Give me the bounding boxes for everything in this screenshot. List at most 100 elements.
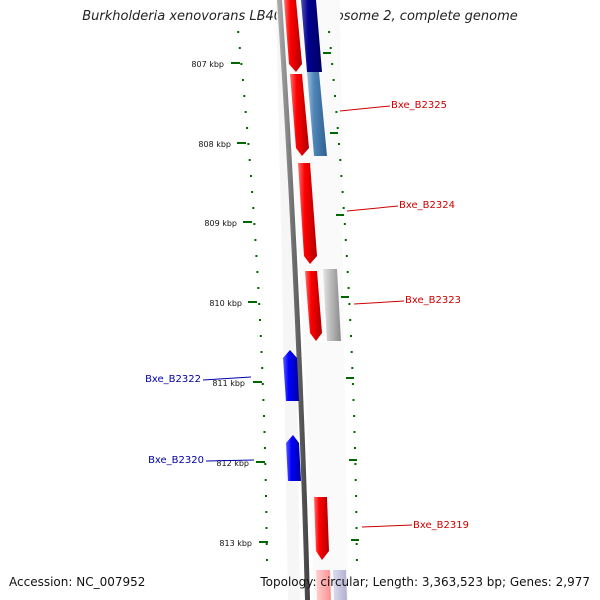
right-dotted-axis xyxy=(328,31,358,561)
axis-dot xyxy=(258,303,261,305)
axis-dot xyxy=(334,95,336,97)
axis-dot xyxy=(332,79,335,81)
axis-dot xyxy=(355,527,358,529)
gene-arrow-bxe-b2320 xyxy=(286,435,301,481)
gene-arrow-top-navy xyxy=(301,0,322,72)
axis-dot xyxy=(340,175,343,177)
gene-arrow-bxe-b2323-red xyxy=(305,271,322,341)
axis-dot xyxy=(344,239,347,241)
chromosome-backbone xyxy=(277,0,310,600)
axis-dot xyxy=(354,447,356,449)
axis-dot xyxy=(352,399,355,401)
axis-dot xyxy=(336,127,339,129)
axis-dot xyxy=(331,63,334,65)
gene-label-bxe-b2323[interactable]: Bxe_B2323 xyxy=(353,295,461,306)
axis-dot xyxy=(354,463,357,465)
axis-dot xyxy=(259,319,261,321)
axis-dot xyxy=(329,47,332,49)
kbp-tick-809: 809 kbp xyxy=(204,219,252,228)
accession-text: Accession: NC_007952 xyxy=(9,575,146,589)
axis-dot xyxy=(265,495,267,497)
axis-dot xyxy=(348,303,351,305)
kbp-label: 811 kbp xyxy=(212,379,245,388)
gene-arrow-bxe-b2325-steel xyxy=(307,72,327,156)
axis-dot xyxy=(246,127,249,129)
gene-arrow-bxe-b2322 xyxy=(283,350,299,401)
axis-dot xyxy=(261,383,264,385)
axis-dot xyxy=(350,335,352,337)
kbp-label: 810 kbp xyxy=(209,299,242,308)
gene-label-text[interactable]: Bxe_B2323 xyxy=(405,295,461,306)
axis-dot xyxy=(256,271,259,273)
kbp-tick-810: 810 kbp xyxy=(209,299,257,308)
axis-dot xyxy=(249,175,252,177)
axis-dot xyxy=(265,527,268,529)
gene-label-text[interactable]: Bxe_B2324 xyxy=(399,200,455,211)
axis-dot xyxy=(243,95,246,97)
axis-dot xyxy=(338,143,340,145)
axis-dot xyxy=(349,319,352,321)
gene-label-bxe-b2322[interactable]: Bxe_B2322 xyxy=(145,374,252,385)
axis-dot xyxy=(240,63,243,65)
kbp-tick-807: 807 kbp xyxy=(191,60,240,69)
axis-dot xyxy=(257,287,260,289)
kbp-tick-812: 812 kbp xyxy=(216,459,265,468)
gene-arrow-top-red xyxy=(284,0,302,72)
axis-dot xyxy=(237,31,240,33)
kbp-tick-808: 808 kbp xyxy=(198,140,246,149)
gene-label-bxe-b2320[interactable]: Bxe_B2320 xyxy=(148,455,255,466)
axis-dot xyxy=(252,207,255,209)
left-dotted-axis xyxy=(237,31,268,561)
gene-arrow-bxe-b2319 xyxy=(314,497,329,560)
gene-label-text[interactable]: Bxe_B2320 xyxy=(148,455,204,466)
gene-arrow-bxe-b2325-red xyxy=(290,74,309,156)
gene-label-bxe-b2324[interactable]: Bxe_B2324 xyxy=(346,200,455,212)
axis-dot xyxy=(259,335,262,337)
axis-dot xyxy=(343,223,346,225)
axis-dot xyxy=(262,399,265,401)
axis-dot xyxy=(341,191,344,193)
axis-dot xyxy=(347,287,350,289)
gene-label-text[interactable]: Bxe_B2325 xyxy=(391,100,447,111)
axis-dot xyxy=(355,559,358,561)
gene-arrow-bxe-b2324 xyxy=(298,163,317,264)
kbp-tick-813: 813 kbp xyxy=(219,539,268,548)
kbp-label: 813 kbp xyxy=(219,539,252,548)
axis-dot xyxy=(253,223,256,225)
axis-dot xyxy=(265,559,268,561)
kbp-label: 808 kbp xyxy=(198,140,231,149)
axis-dot xyxy=(355,543,358,545)
axis-dot xyxy=(247,143,250,145)
right-major-ticks xyxy=(323,52,359,541)
kbp-label: 809 kbp xyxy=(204,219,237,228)
gene-arrow-bxe-b2323-grey xyxy=(323,269,341,341)
axis-dot xyxy=(350,351,353,353)
gene-label-bxe-b2319[interactable]: Bxe_B2319 xyxy=(361,520,469,531)
axis-dot xyxy=(342,207,345,209)
kbp-tick-811: 811 kbp xyxy=(212,379,262,388)
axis-dot xyxy=(251,191,254,193)
axis-dot xyxy=(354,479,357,481)
kbp-label: 812 kbp xyxy=(216,459,249,468)
axis-dot xyxy=(345,255,348,257)
axis-dot xyxy=(241,79,244,81)
axis-dot xyxy=(264,479,267,481)
axis-dot xyxy=(328,31,331,33)
gene-label-text[interactable]: Bxe_B2319 xyxy=(413,520,469,531)
axis-dot xyxy=(263,415,265,417)
axis-dot xyxy=(339,159,342,161)
axis-dot xyxy=(263,447,266,449)
axis-dot xyxy=(238,47,241,49)
axis-dot xyxy=(260,351,263,353)
gene-arrow-bottom-pink xyxy=(316,570,331,600)
gene-label-bxe-b2325[interactable]: Bxe_B2325 xyxy=(339,100,447,112)
axis-dot xyxy=(265,511,268,513)
gene-label-text[interactable]: Bxe_B2322 xyxy=(145,374,201,385)
axis-dot xyxy=(264,463,267,465)
kbp-label: 807 kbp xyxy=(191,60,224,69)
axis-dot xyxy=(244,111,247,113)
axis-dot xyxy=(351,383,354,385)
axis-dot xyxy=(248,159,251,161)
axis-dot xyxy=(255,255,258,257)
